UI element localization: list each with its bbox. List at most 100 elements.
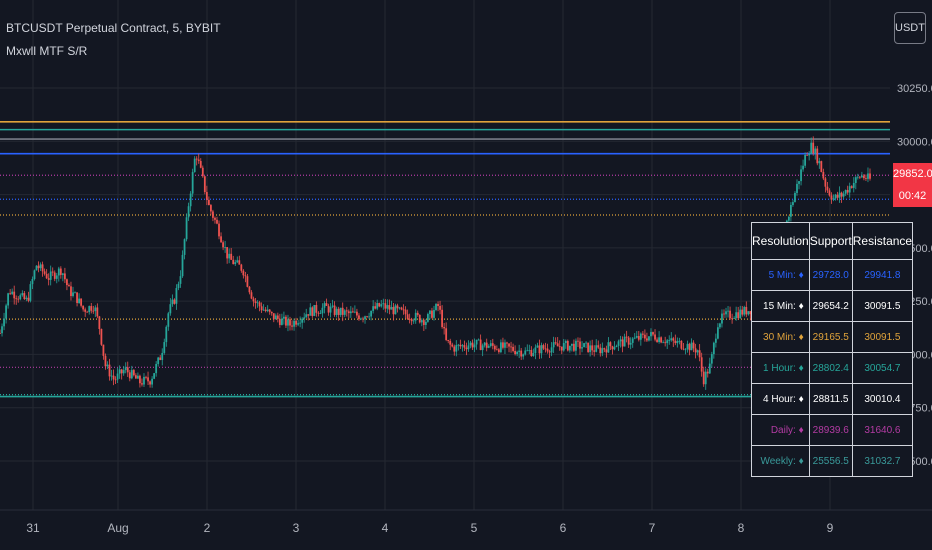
candle-body (706, 371, 709, 374)
candle-body (11, 291, 14, 294)
candle-body (37, 265, 40, 269)
candle-body (418, 314, 421, 323)
candle-body (836, 194, 839, 198)
candle-body (856, 176, 859, 178)
candle-body (725, 311, 727, 315)
candle-body (291, 325, 293, 327)
candle-body (546, 348, 549, 352)
candle-body (601, 348, 604, 354)
candle-body (512, 346, 514, 351)
candle-body (45, 273, 48, 279)
candle-body (441, 309, 443, 328)
candle-body (242, 270, 245, 276)
candle-body (323, 303, 326, 308)
sr-table-row: 1 Hour: ♦ 28802.4 30054.7 (751, 352, 914, 384)
candle-body (686, 343, 689, 350)
candle-body (171, 299, 174, 305)
candle-body (832, 198, 835, 200)
candle-body (157, 357, 160, 364)
candle-body (808, 153, 811, 156)
candle-body (76, 292, 78, 303)
candle-body (504, 342, 506, 348)
candle-body (270, 311, 273, 314)
candle-body (394, 305, 397, 315)
currency-button[interactable]: USDT (894, 12, 926, 44)
candle-body (289, 319, 291, 326)
candle-body (530, 350, 533, 356)
candle-body (846, 189, 849, 193)
candle-body (390, 307, 393, 310)
candle-body (631, 338, 634, 343)
candle-body (341, 307, 344, 315)
candle-body (15, 298, 18, 300)
candle-body (800, 169, 802, 182)
symbol-title: BTCUSDT Perpetual Contract, 5, BYBIT (6, 21, 221, 35)
candle-body (844, 189, 847, 194)
candle-body (356, 311, 358, 316)
candle-body (493, 345, 496, 350)
candle-body (548, 351, 551, 353)
candle-body (246, 276, 249, 287)
candle-body (611, 346, 614, 350)
candle-body (299, 322, 302, 324)
candle-body (487, 345, 490, 348)
candle-body (400, 307, 403, 310)
candle-body (477, 339, 480, 341)
candle-body (471, 342, 474, 348)
resistance-cell: 30091.5 (851, 290, 914, 322)
candle-body (86, 311, 89, 313)
candle-body (68, 285, 70, 287)
candle-body (137, 375, 139, 379)
candle-body (641, 333, 644, 335)
sr-table-row: 30 Min: ♦ 29165.5 30091.5 (751, 321, 914, 353)
candle-body (568, 345, 571, 351)
candle-body (676, 341, 679, 344)
candle-body (556, 343, 559, 347)
candle-body (27, 297, 30, 301)
candle-body (834, 194, 837, 199)
candle-body (406, 314, 409, 319)
candle-body (581, 347, 583, 349)
candle-body (739, 309, 742, 319)
candle-body (690, 342, 693, 351)
candle-body (427, 314, 429, 322)
candle-body (514, 350, 517, 355)
x-tick-label: Aug (107, 521, 128, 535)
candle-body (719, 323, 721, 328)
candle-body (187, 206, 190, 218)
candle-body (197, 159, 200, 161)
candle-body (463, 345, 466, 348)
resolution-cell: 15 Min: ♦ (751, 290, 810, 322)
candle-body (804, 154, 807, 166)
candle-body (327, 305, 330, 313)
candle-body (108, 364, 111, 377)
candle-body (566, 340, 569, 351)
candle-body (102, 344, 105, 356)
x-tick-label: 8 (738, 521, 745, 535)
candle-body (465, 347, 468, 350)
candle-body (29, 284, 32, 301)
candle-body (491, 343, 494, 346)
candle-body (473, 344, 476, 348)
candle-body (747, 311, 750, 315)
candle-body (287, 319, 289, 326)
candle-body (840, 192, 843, 197)
candle-body (532, 353, 535, 356)
candle-body (199, 160, 202, 168)
candle-body (708, 363, 711, 374)
candle-body (268, 309, 271, 312)
candle-body (353, 311, 356, 313)
candle-body (297, 323, 300, 325)
candle-body (21, 293, 24, 296)
candle-body (167, 313, 170, 327)
candle-body (863, 175, 865, 179)
candle-body (224, 247, 227, 248)
candle-body (743, 306, 746, 315)
last-price-tag: 29852.0 00:42 (893, 163, 932, 207)
sr-table-row: 15 Min: ♦ 29654.2 30091.5 (751, 290, 914, 322)
candle-body (384, 303, 387, 309)
candle-body (51, 271, 54, 273)
candle-body (0, 333, 1, 334)
candle-body (469, 342, 472, 346)
